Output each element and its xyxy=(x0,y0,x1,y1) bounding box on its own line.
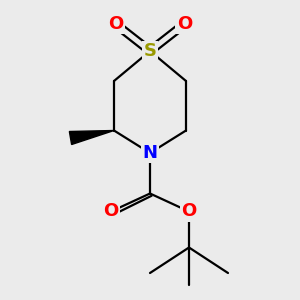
Text: O: O xyxy=(182,202,196,220)
Polygon shape xyxy=(69,130,114,145)
Text: O: O xyxy=(103,202,118,220)
Text: O: O xyxy=(177,15,192,33)
Text: O: O xyxy=(108,15,123,33)
Text: N: N xyxy=(142,144,158,162)
Text: S: S xyxy=(143,42,157,60)
